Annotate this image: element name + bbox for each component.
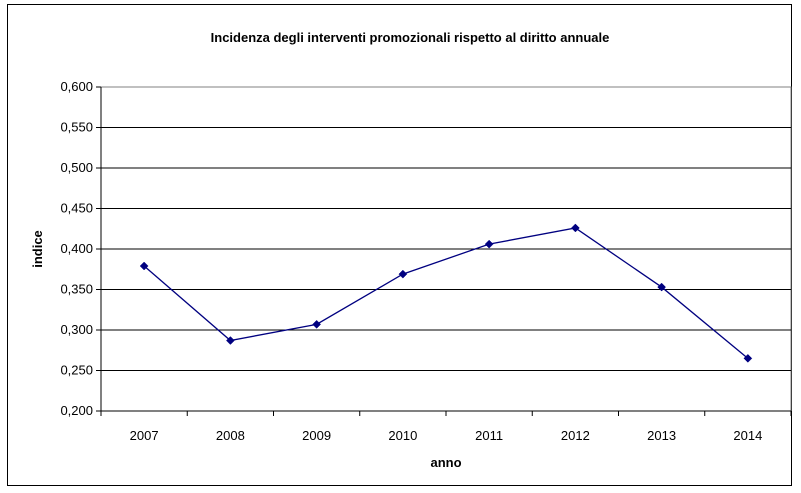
y-tick-label: 0,600 — [60, 79, 93, 94]
data-point — [398, 269, 408, 279]
y-tick-label: 0,250 — [60, 363, 93, 378]
x-tick-label: 2010 — [388, 428, 417, 443]
data-point — [484, 239, 494, 249]
x-axis-label: anno — [430, 455, 461, 470]
y-tick-label: 0,450 — [60, 201, 93, 216]
y-tick-label: 0,550 — [60, 120, 93, 135]
x-tick-label: 2009 — [302, 428, 331, 443]
x-tick-label: 2007 — [130, 428, 159, 443]
x-tick-label: 2014 — [733, 428, 762, 443]
data-point — [139, 261, 149, 271]
y-tick-label: 0,200 — [60, 403, 93, 418]
y-tick-label: 0,350 — [60, 282, 93, 297]
chart-title: Incidenza degli interventi promozionali … — [211, 30, 610, 45]
data-point — [312, 319, 321, 329]
series-polyline — [143, 227, 749, 359]
x-tick-label: 2011 — [475, 428, 503, 443]
y-tick-label: 0,500 — [60, 160, 93, 175]
series-line — [139, 223, 753, 363]
data-point — [743, 353, 753, 363]
x-axis: 2007 2008 2009 2010 2011 2012 2013 2014 — [100, 410, 792, 443]
x-tick-label: 2012 — [561, 428, 590, 443]
y-axis: 0,200 0,250 0,300 0,350 0,400 0,450 0,500 0,550… — [60, 79, 102, 418]
data-point — [571, 223, 580, 233]
data-point — [657, 282, 666, 292]
y-tick-label: 0,300 — [60, 322, 93, 337]
gridlines — [101, 127, 791, 371]
y-tick-label: 0,400 — [60, 241, 93, 256]
data-point — [226, 336, 235, 345]
y-axis-label: indice — [30, 230, 45, 268]
x-tick-label: 2013 — [647, 428, 676, 443]
x-tick-label: 2008 — [216, 428, 245, 443]
